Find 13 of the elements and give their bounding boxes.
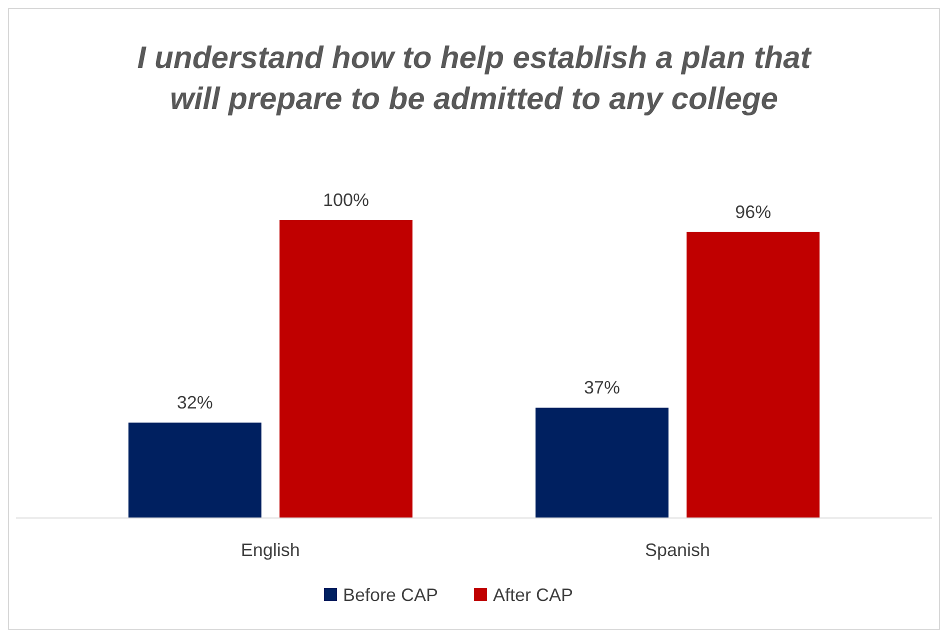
legend-label: Before CAP — [343, 585, 438, 605]
data-label: 100% — [322, 190, 370, 210]
bar — [686, 232, 820, 518]
bar — [128, 422, 262, 518]
x-tick-label: English — [240, 540, 300, 560]
data-label: 96% — [735, 202, 772, 222]
data-label: 37% — [584, 378, 620, 398]
data-label: 32% — [176, 392, 213, 413]
bar — [280, 220, 412, 518]
chart-title: I understand how to help establish a plan that will prepare to be admitted to any college — [137, 40, 812, 116]
bar — [536, 408, 668, 518]
x-tick-label: Spanish — [645, 540, 710, 560]
legend-label: After CAP — [493, 585, 574, 605]
